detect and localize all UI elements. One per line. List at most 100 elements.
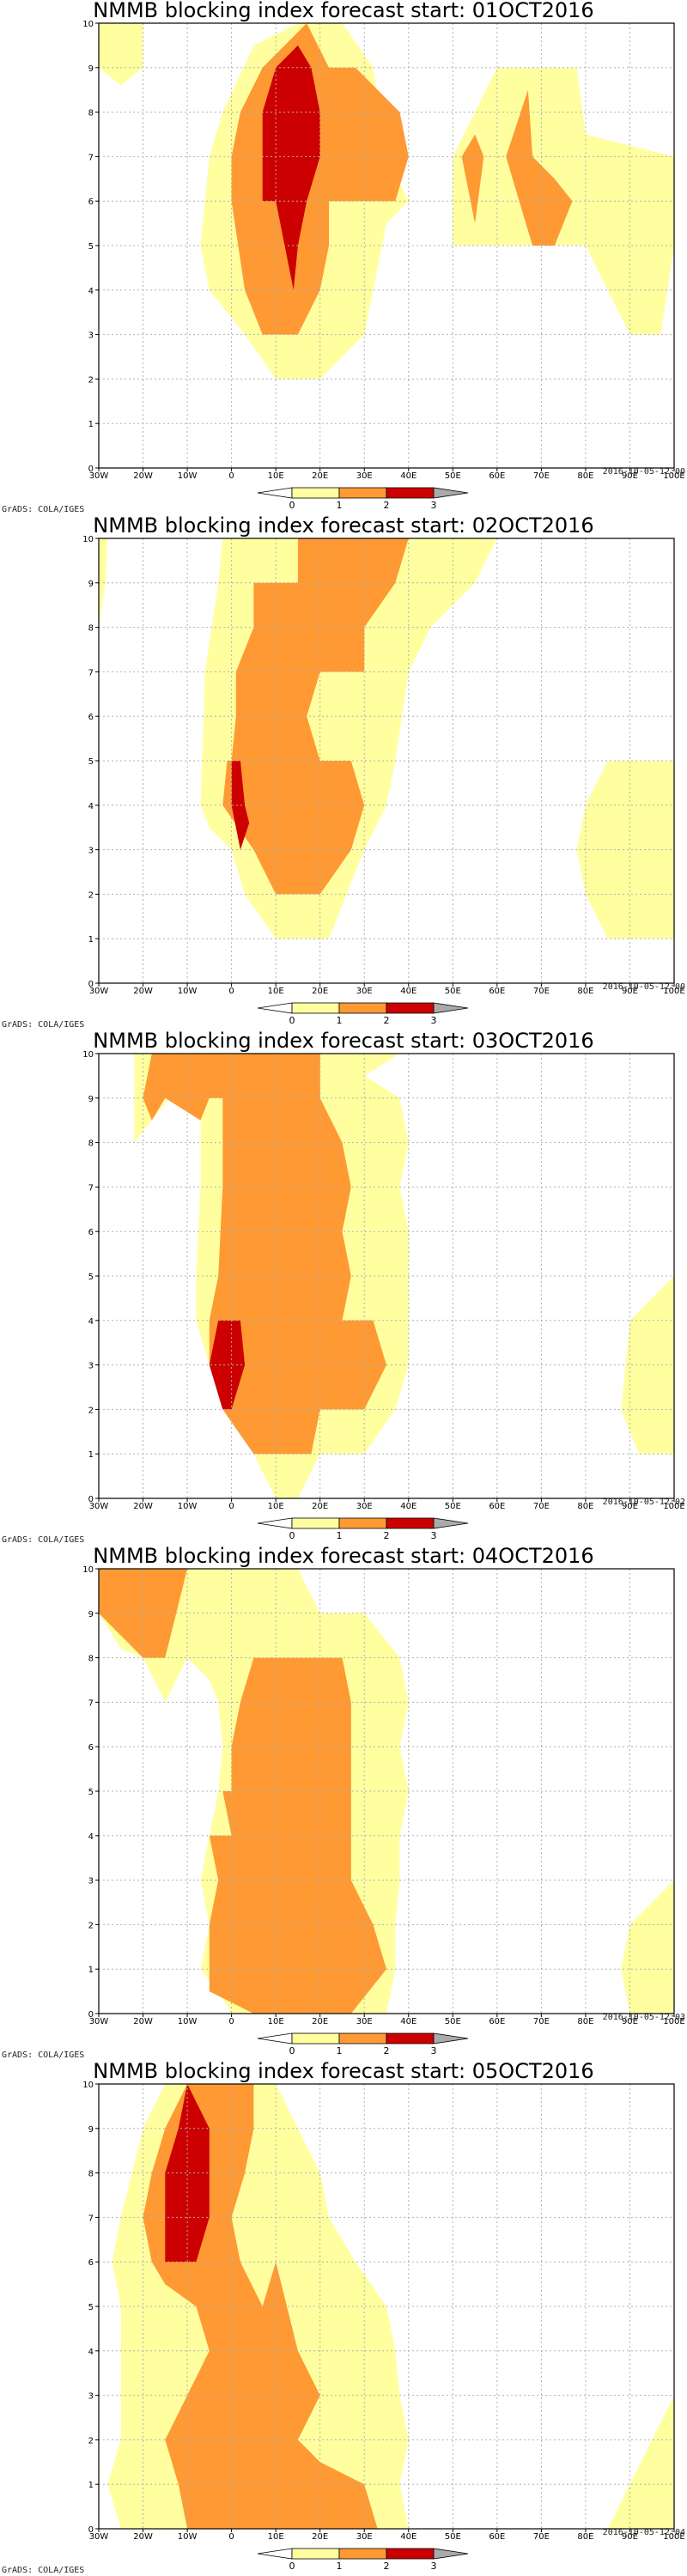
- y-tick-label: 4: [88, 1832, 94, 1842]
- y-tick-label: 0: [88, 1495, 94, 1504]
- chart-panel-3: NMMB blocking index forecast start: 03OC…: [2, 1029, 685, 1545]
- contour-fill-level-1-region-1: [99, 23, 143, 86]
- x-tick-label: 80E: [577, 2532, 593, 2542]
- x-tick-label: 30W: [89, 2017, 109, 2026]
- x-tick-label: 50E: [445, 987, 461, 996]
- y-tick-label: 9: [88, 1610, 94, 1619]
- y-tick-label: 6: [88, 2258, 94, 2268]
- colorbar-label: 3: [431, 500, 437, 511]
- x-tick-label: 30W: [89, 1502, 109, 1511]
- x-tick-label: 10E: [268, 2532, 284, 2542]
- y-tick-label: 3: [88, 1877, 94, 1886]
- y-tick-label: 10: [82, 20, 94, 29]
- chart-panel-4: NMMB blocking index forecast start: 04OC…: [2, 1544, 685, 2060]
- x-tick-label: 100E: [663, 2532, 684, 2542]
- x-tick-label: 0: [228, 987, 234, 996]
- x-tick-label: 0: [228, 471, 234, 481]
- y-tick-label: 8: [88, 624, 94, 634]
- colorbar-low-arrow: [257, 2032, 293, 2044]
- contour-fill-level-2-region-2: [506, 89, 573, 246]
- y-tick-label: 10: [82, 2081, 94, 2090]
- x-tick-label: 50E: [445, 2017, 461, 2026]
- x-tick-label: 20W: [133, 2017, 153, 2026]
- x-tick-label: 60E: [489, 2532, 505, 2542]
- colorbar-low-arrow: [257, 1517, 293, 1529]
- contour-fill-level-3-region-1: [262, 45, 320, 290]
- x-tick-label: 90E: [622, 2017, 638, 2026]
- y-tick-label: 7: [88, 1183, 94, 1193]
- colorbar-label: 0: [289, 2045, 295, 2057]
- footer-timestamp: 2016-10-05-12:00: [603, 467, 685, 477]
- y-tick-label: 0: [88, 980, 94, 989]
- x-tick-label: 30W: [89, 2532, 109, 2542]
- x-tick-label: 80E: [577, 1502, 593, 1511]
- x-tick-label: 40E: [400, 987, 416, 996]
- x-tick-label: 40E: [400, 1502, 416, 1511]
- x-tick-label: 0: [228, 2017, 234, 2026]
- footer-timestamp: 2016-10-05-12:00: [603, 982, 685, 992]
- footer-credit: GrADS: COLA/IGES: [2, 1535, 84, 1545]
- x-tick-label: 70E: [533, 471, 550, 481]
- x-tick-label: 10W: [178, 471, 198, 481]
- chart-title: NMMB blocking index forecast start: 04OC…: [93, 1544, 593, 1568]
- y-tick-label: 2: [88, 2436, 94, 2445]
- x-tick-label: 10E: [268, 471, 284, 481]
- x-tick-label: 100E: [663, 1502, 684, 1511]
- x-tick-label: 90E: [622, 471, 638, 481]
- x-tick-label: 30E: [356, 987, 373, 996]
- chart-title: NMMB blocking index forecast start: 05OC…: [93, 2059, 593, 2083]
- x-tick-label: 40E: [400, 2017, 416, 2026]
- x-tick-label: 10E: [268, 2017, 284, 2026]
- y-tick-label: 8: [88, 1655, 94, 1664]
- x-tick-label: 30W: [89, 987, 109, 996]
- colorbar-segment: [291, 2548, 340, 2560]
- chart-title: NMMB blocking index forecast start: 02OC…: [93, 513, 593, 538]
- y-tick-label: 7: [88, 2214, 94, 2223]
- colorbar-label: 1: [337, 2561, 343, 2572]
- y-tick-label: 1: [88, 935, 94, 945]
- x-tick-label: 20E: [312, 987, 328, 996]
- colorbar-segment: [386, 1517, 435, 1529]
- colorbar-label: 2: [384, 1015, 390, 1026]
- colorbar-label: 3: [431, 1530, 437, 1541]
- x-tick-label: 60E: [489, 2017, 505, 2026]
- colorbar-label: 2: [384, 1530, 390, 1541]
- colorbar-segment: [386, 487, 435, 499]
- x-tick-label: 70E: [533, 2017, 550, 2026]
- x-tick-label: 60E: [489, 987, 505, 996]
- footer-credit: GrADS: COLA/IGES: [2, 2566, 84, 2575]
- x-tick-label: 100E: [663, 471, 684, 481]
- colorbar-high-arrow: [433, 1517, 469, 1529]
- y-tick-label: 9: [88, 2125, 94, 2135]
- x-tick-label: 90E: [622, 2532, 638, 2542]
- y-tick-label: 9: [88, 580, 94, 589]
- footer-credit: GrADS: COLA/IGES: [2, 1020, 84, 1030]
- colorbar-segment: [338, 1002, 387, 1014]
- chart-panel-1: NMMB blocking index forecast start: 01OC…: [2, 0, 685, 514]
- colorbar-label: 0: [289, 2561, 295, 2572]
- x-tick-label: 90E: [622, 1502, 638, 1511]
- x-tick-label: 10W: [178, 987, 198, 996]
- y-tick-label: 2: [88, 375, 94, 385]
- colorbar-high-arrow: [433, 2548, 469, 2560]
- y-tick-label: 5: [88, 1273, 94, 1282]
- x-tick-label: 80E: [577, 2017, 593, 2026]
- x-tick-label: 70E: [533, 1502, 550, 1511]
- y-tick-label: 2: [88, 1921, 94, 1930]
- chart-title: NMMB blocking index forecast start: 03OC…: [93, 1029, 593, 1053]
- footer-credit: GrADS: COLA/IGES: [2, 505, 84, 514]
- x-tick-label: 30E: [356, 1502, 373, 1511]
- y-tick-label: 1: [88, 420, 94, 429]
- colorbar-label: 3: [431, 2045, 437, 2057]
- y-tick-label: 5: [88, 1788, 94, 1797]
- y-tick-label: 2: [88, 890, 94, 900]
- chart-panel-2: NMMB blocking index forecast start: 02OC…: [2, 513, 685, 1030]
- x-tick-label: 60E: [489, 1502, 505, 1511]
- colorbar-segment: [386, 2548, 435, 2560]
- x-tick-label: 40E: [400, 2532, 416, 2542]
- chart-title: NMMB blocking index forecast start: 01OC…: [93, 0, 593, 22]
- colorbar-label: 2: [384, 2045, 390, 2057]
- y-tick-label: 3: [88, 2392, 94, 2402]
- y-tick-label: 8: [88, 109, 94, 118]
- colorbar-segment: [291, 1002, 340, 1014]
